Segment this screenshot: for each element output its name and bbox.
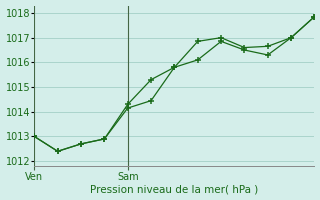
X-axis label: Pression niveau de la mer( hPa ): Pression niveau de la mer( hPa ) [90, 184, 259, 194]
